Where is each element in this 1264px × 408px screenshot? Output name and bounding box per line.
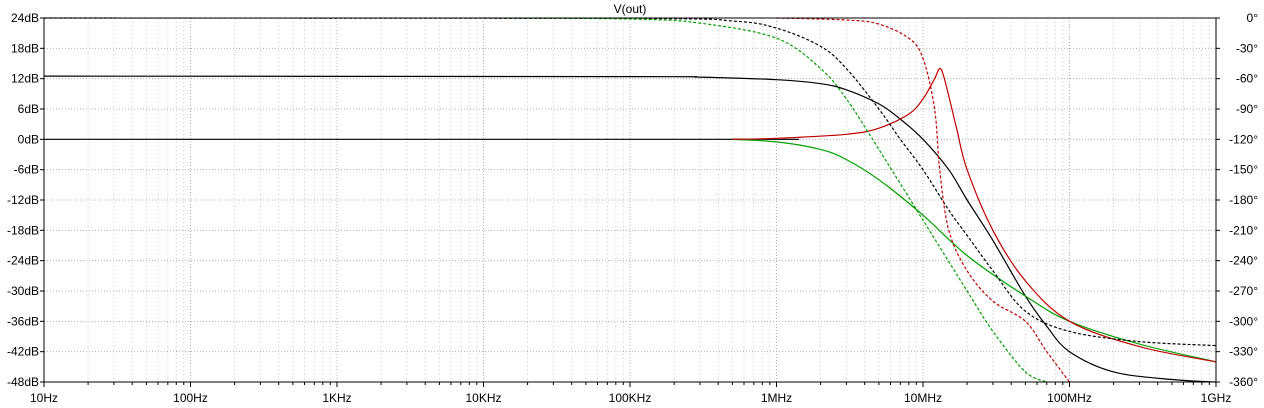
series-line-phase-4: [43, 17, 1217, 347]
x-tick-label: 1MHz: [761, 391, 792, 405]
y-right-tick-label: -330°: [1229, 345, 1258, 359]
x-tick-label: 10Hz: [30, 391, 58, 405]
series-line-phase-6: [776, 17, 1070, 383]
y-left-tick-label: -36dB: [7, 314, 39, 328]
y-right-tick-label: -360°: [1229, 375, 1258, 389]
y-right-tick-label: -150°: [1229, 163, 1258, 177]
y-right-tick-label: -270°: [1229, 284, 1258, 298]
y-left-tick-label: 6dB: [18, 102, 39, 116]
y-left-tick-label: -30dB: [7, 284, 39, 298]
y-left-tick-label: 18dB: [11, 41, 39, 55]
x-tick-label: 100MHz: [1047, 391, 1092, 405]
y-right-tick-label: -300°: [1229, 314, 1258, 328]
y-left-tick-label: -48dB: [7, 375, 39, 389]
y-left-tick-label: -6dB: [14, 163, 39, 177]
series-line-phase-5: [483, 17, 1048, 383]
x-tick-label: 1KHz: [322, 391, 351, 405]
y-left-tick-label: 12dB: [11, 72, 39, 86]
y-left-tick-label: -24dB: [7, 254, 39, 268]
y-right-tick-label: -180°: [1229, 193, 1258, 207]
series-layer: [43, 17, 1217, 383]
y-right-tick-label: -30°: [1236, 41, 1258, 55]
y-left-tick-label: -18dB: [7, 223, 39, 237]
y-right-tick-label: -90°: [1236, 102, 1258, 116]
x-tick-label: 1GHz: [1201, 391, 1232, 405]
label-layer: 10Hz 100Hz 1KHz 10KHz 100KHz 1MHz 10MHz 100MHz 1…: [7, 11, 1258, 405]
series-line-magnitude-0: [43, 75, 1217, 383]
x-tick-label: 100Hz: [173, 391, 208, 405]
y-left-tick-label: 0dB: [18, 132, 39, 146]
series-line-magnitude-2: [732, 138, 1217, 363]
y-left-tick-label: -12dB: [7, 193, 39, 207]
y-left-tick-label: 24dB: [11, 11, 39, 25]
y-right-tick-label: 0°: [1247, 11, 1259, 25]
y-right-tick-label: -60°: [1236, 72, 1258, 86]
tick-layer: [40, 17, 1220, 387]
chart-title: V(out): [614, 2, 647, 16]
y-right-tick-label: -240°: [1229, 254, 1258, 268]
x-tick-label: 10MHz: [904, 391, 942, 405]
y-right-tick-label: -120°: [1229, 132, 1258, 146]
series-line-magnitude-3: [732, 67, 1217, 363]
y-right-tick-label: -210°: [1229, 223, 1258, 237]
x-tick-label: 100KHz: [609, 391, 652, 405]
x-tick-label: 10KHz: [465, 391, 501, 405]
y-left-tick-label: -42dB: [7, 345, 39, 359]
